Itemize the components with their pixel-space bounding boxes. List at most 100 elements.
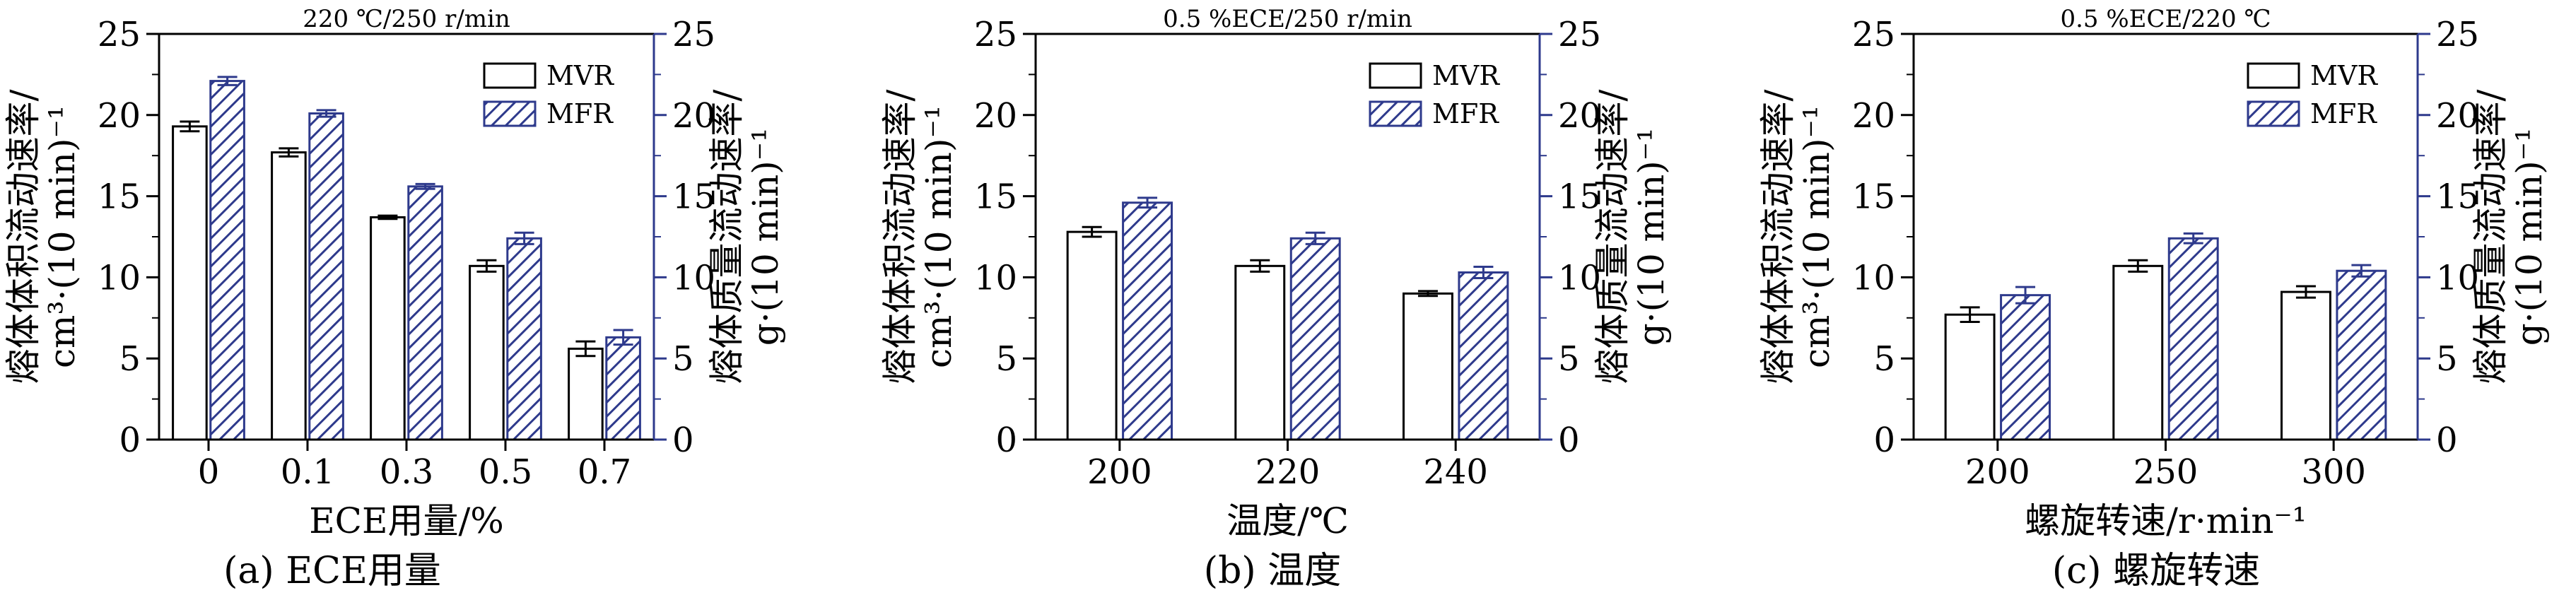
legend-label-mfr: MFR xyxy=(546,98,614,129)
y-axis-label-right-line1: 熔体质量流动速率/ xyxy=(706,89,747,384)
y-tick-label-left: 15 xyxy=(1852,177,1895,217)
legend-swatch-mvr xyxy=(483,62,537,89)
y-axis-label-left-line1: 熔体体积流动速率/ xyxy=(3,89,44,384)
y-axis-label-right-line2: g·(10 min)⁻¹ xyxy=(2509,128,2550,346)
x-tick-label: 300 xyxy=(2301,452,2366,492)
y-tick-label-right: 20 xyxy=(1558,96,1601,136)
x-tick-label: 220 xyxy=(1255,452,1321,492)
y-tick-label-right: 15 xyxy=(1558,177,1601,217)
y-axis-label-right-line1: 熔体质量流动速率/ xyxy=(2470,89,2511,384)
y-tick-label-right: 5 xyxy=(2436,339,2458,379)
panel-caption: (b) 温度 xyxy=(1204,550,1341,592)
legend-swatch-mfr xyxy=(2247,100,2300,127)
legend-label-mfr: MFR xyxy=(2310,98,2377,129)
bar-mfr xyxy=(1122,201,1173,441)
x-tick-label: 0.3 xyxy=(380,452,433,492)
y-tick-label-left: 10 xyxy=(1852,258,1895,298)
y-tick-label-left: 10 xyxy=(974,258,1017,298)
legend-label-mvr: MVR xyxy=(2310,60,2378,91)
y-tick-label-left: 15 xyxy=(974,177,1017,217)
y-tick-label-left: 25 xyxy=(974,15,1017,54)
chart-title: 220 ℃/250 r/min xyxy=(303,5,510,33)
y-tick-label-left: 20 xyxy=(98,96,141,136)
y-tick-label-left: 0 xyxy=(119,420,141,460)
y-tick-label-left: 0 xyxy=(1873,420,1895,460)
y-axis-label-left-line2: cm³·(10 min)⁻¹ xyxy=(1796,105,1837,368)
bar-mvr xyxy=(172,125,208,441)
bar-mvr xyxy=(1402,292,1453,441)
x-tick-label: 250 xyxy=(2133,452,2199,492)
legend-swatch-mfr xyxy=(483,100,537,127)
y-tick-label-left: 0 xyxy=(995,420,1017,460)
y-tick-label-left: 20 xyxy=(974,96,1017,136)
bar-mvr xyxy=(1066,230,1118,441)
y-tick-label-right: 10 xyxy=(2436,258,2479,298)
panel-1: 0 0 5 5 10 10 15 15 20 20 25 25 0 0.1 0.3 0.5 0.7 220 ℃/2… xyxy=(3,5,786,592)
chart-title: 0.5 %ECE/220 ℃ xyxy=(2060,5,2271,33)
bar-mfr xyxy=(2336,269,2387,441)
bar-mfr xyxy=(605,336,641,441)
y-axis-label-left-line1: 熔体体积流动速率/ xyxy=(879,89,920,384)
y-tick-label-right: 10 xyxy=(672,258,715,298)
x-tick-label: 240 xyxy=(1423,452,1488,492)
y-tick-label-right: 0 xyxy=(2436,420,2458,460)
bar-mfr xyxy=(407,185,443,441)
y-tick-label-left: 25 xyxy=(98,15,141,54)
bar-mfr xyxy=(308,112,344,441)
y-tick-label-left: 15 xyxy=(98,177,141,217)
y-tick-label-right: 5 xyxy=(1558,339,1580,379)
y-tick-label-left: 25 xyxy=(1852,15,1895,54)
legend-label-mfr: MFR xyxy=(1432,98,1499,129)
y-axis-label-right-line2: g·(10 min)⁻¹ xyxy=(1631,128,1672,346)
legend-swatch-mvr xyxy=(1369,62,1422,89)
y-tick-label-right: 5 xyxy=(672,339,694,379)
x-tick-label: 0.1 xyxy=(281,452,334,492)
y-tick-label-left: 5 xyxy=(1873,339,1895,379)
x-tick-label: 0.5 xyxy=(479,452,532,492)
y-tick-label-right: 0 xyxy=(672,420,694,460)
legend-swatch-mvr xyxy=(2247,62,2300,89)
chart-title: 0.5 %ECE/250 r/min xyxy=(1163,5,1412,33)
x-axis-label: 温度/℃ xyxy=(1226,500,1349,541)
y-tick-label-right: 25 xyxy=(672,15,715,54)
bar-mvr xyxy=(469,264,505,441)
panel-2: 0 0 5 5 10 10 15 15 20 20 25 25 200 220 240 0.5 %ECE/25… xyxy=(879,5,1672,592)
bar-mvr xyxy=(568,347,604,441)
legend-swatch-mfr xyxy=(1369,100,1422,127)
bar-mvr xyxy=(271,151,307,441)
y-axis-label-left-line2: cm³·(10 min)⁻¹ xyxy=(42,105,83,368)
legend-label-mvr: MVR xyxy=(546,60,614,91)
y-axis-label-right-line2: g·(10 min)⁻¹ xyxy=(745,128,786,346)
y-tick-label-left: 5 xyxy=(995,339,1017,379)
y-tick-label-left: 20 xyxy=(1852,96,1895,136)
panel-caption: (a) ECE用量 xyxy=(223,550,441,592)
y-tick-label-right: 25 xyxy=(1558,15,1601,54)
y-axis-label-left-line1: 熔体体积流动速率/ xyxy=(1757,89,1798,384)
bar-mfr xyxy=(506,237,542,441)
y-tick-label-right: 20 xyxy=(2436,96,2479,136)
x-tick-label: 0.7 xyxy=(578,452,631,492)
x-axis-label: 螺旋转速/r·min⁻¹ xyxy=(2025,500,2307,541)
bar-mfr xyxy=(209,80,245,441)
y-tick-label-right: 10 xyxy=(1558,258,1601,298)
y-axis-label-left-line2: cm³·(10 min)⁻¹ xyxy=(918,105,959,368)
y-tick-label-right: 25 xyxy=(2436,15,2479,54)
bar-mfr xyxy=(2167,237,2219,441)
x-tick-label: 200 xyxy=(1087,452,1152,492)
y-tick-label-right: 15 xyxy=(672,177,715,217)
x-tick-label: 200 xyxy=(1965,452,2030,492)
panel-caption: (c) 螺旋转速 xyxy=(2052,550,2260,592)
x-axis-label: ECE用量/% xyxy=(309,500,504,541)
bar-mfr xyxy=(2000,294,2051,441)
bar-mvr xyxy=(2112,264,2164,441)
x-tick-label: 0 xyxy=(198,452,220,492)
bar-mfr xyxy=(1289,237,1341,441)
y-tick-label-right: 20 xyxy=(672,96,715,136)
y-tick-label-right: 0 xyxy=(1558,420,1580,460)
bar-mfr xyxy=(1458,271,1509,441)
bar-mvr xyxy=(1944,313,1996,441)
bar-mvr xyxy=(1234,264,1286,441)
bar-mvr xyxy=(2280,290,2331,441)
